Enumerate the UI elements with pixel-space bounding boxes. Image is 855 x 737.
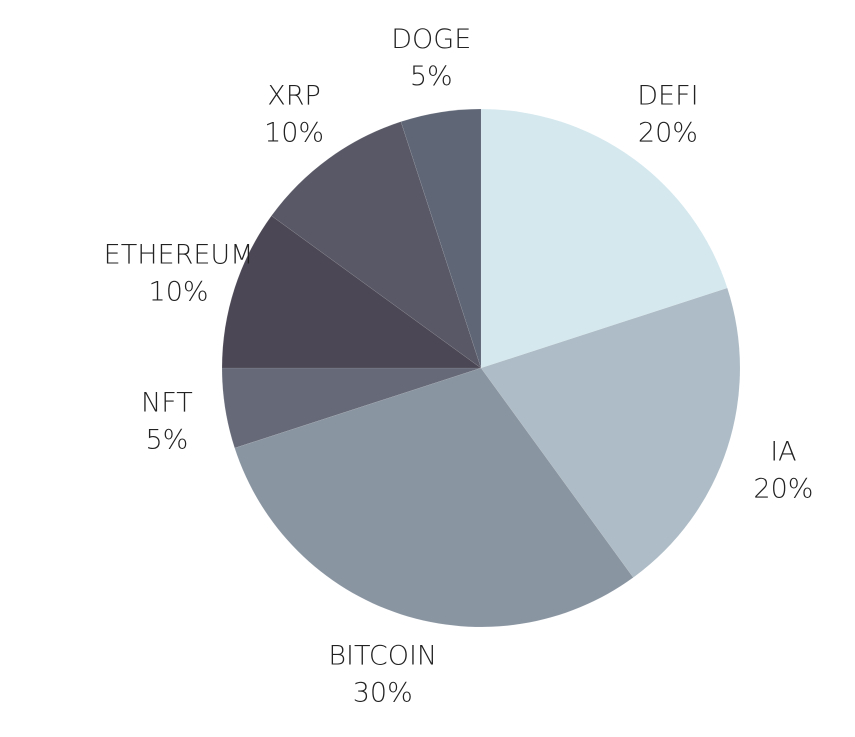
slice-name: DOGE bbox=[391, 24, 471, 55]
slice-label-ethereum: ETHEREUM 10% bbox=[104, 240, 254, 308]
slice-name: NFT bbox=[141, 388, 193, 419]
pie-slice-ethereum bbox=[221, 215, 482, 369]
slice-name: XRP bbox=[267, 81, 321, 112]
slice-name: DEFI bbox=[637, 81, 698, 112]
slice-percent: 20% bbox=[638, 118, 698, 149]
slice-percent: 20% bbox=[753, 473, 813, 504]
slice-name: ETHEREUM bbox=[104, 240, 254, 271]
slice-percent: 10% bbox=[149, 277, 209, 308]
slice-label-nft: NFT 5% bbox=[141, 388, 193, 456]
slice-percent: 10% bbox=[264, 118, 324, 149]
pie-slice-bitcoin bbox=[234, 367, 634, 628]
slice-label-ia: IA 20% bbox=[753, 436, 813, 504]
slice-label-defi: DEFI 20% bbox=[637, 81, 698, 149]
slice-percent: 5% bbox=[410, 61, 453, 92]
pie-slices bbox=[221, 108, 741, 628]
pie-slice-xrp bbox=[271, 121, 482, 369]
slice-percent: 5% bbox=[145, 425, 188, 456]
slice-label-xrp: XRP 10% bbox=[264, 81, 324, 149]
pie-slice-defi bbox=[480, 108, 728, 369]
slice-name: IA bbox=[770, 436, 796, 467]
pie-slice-doge bbox=[400, 108, 482, 369]
pie-slice-ia bbox=[480, 287, 741, 578]
slice-percent: 30% bbox=[353, 677, 413, 708]
slice-name: BITCOIN bbox=[328, 640, 437, 671]
pie-labels: DEFI 20%IA 20%BITCOIN 30%NFT 5%ETHEREUM 10%XR… bbox=[104, 24, 814, 709]
slice-label-doge: DOGE 5% bbox=[391, 24, 471, 92]
slice-label-bitcoin: BITCOIN 30% bbox=[328, 640, 437, 708]
pie-slice-nft bbox=[221, 367, 482, 449]
